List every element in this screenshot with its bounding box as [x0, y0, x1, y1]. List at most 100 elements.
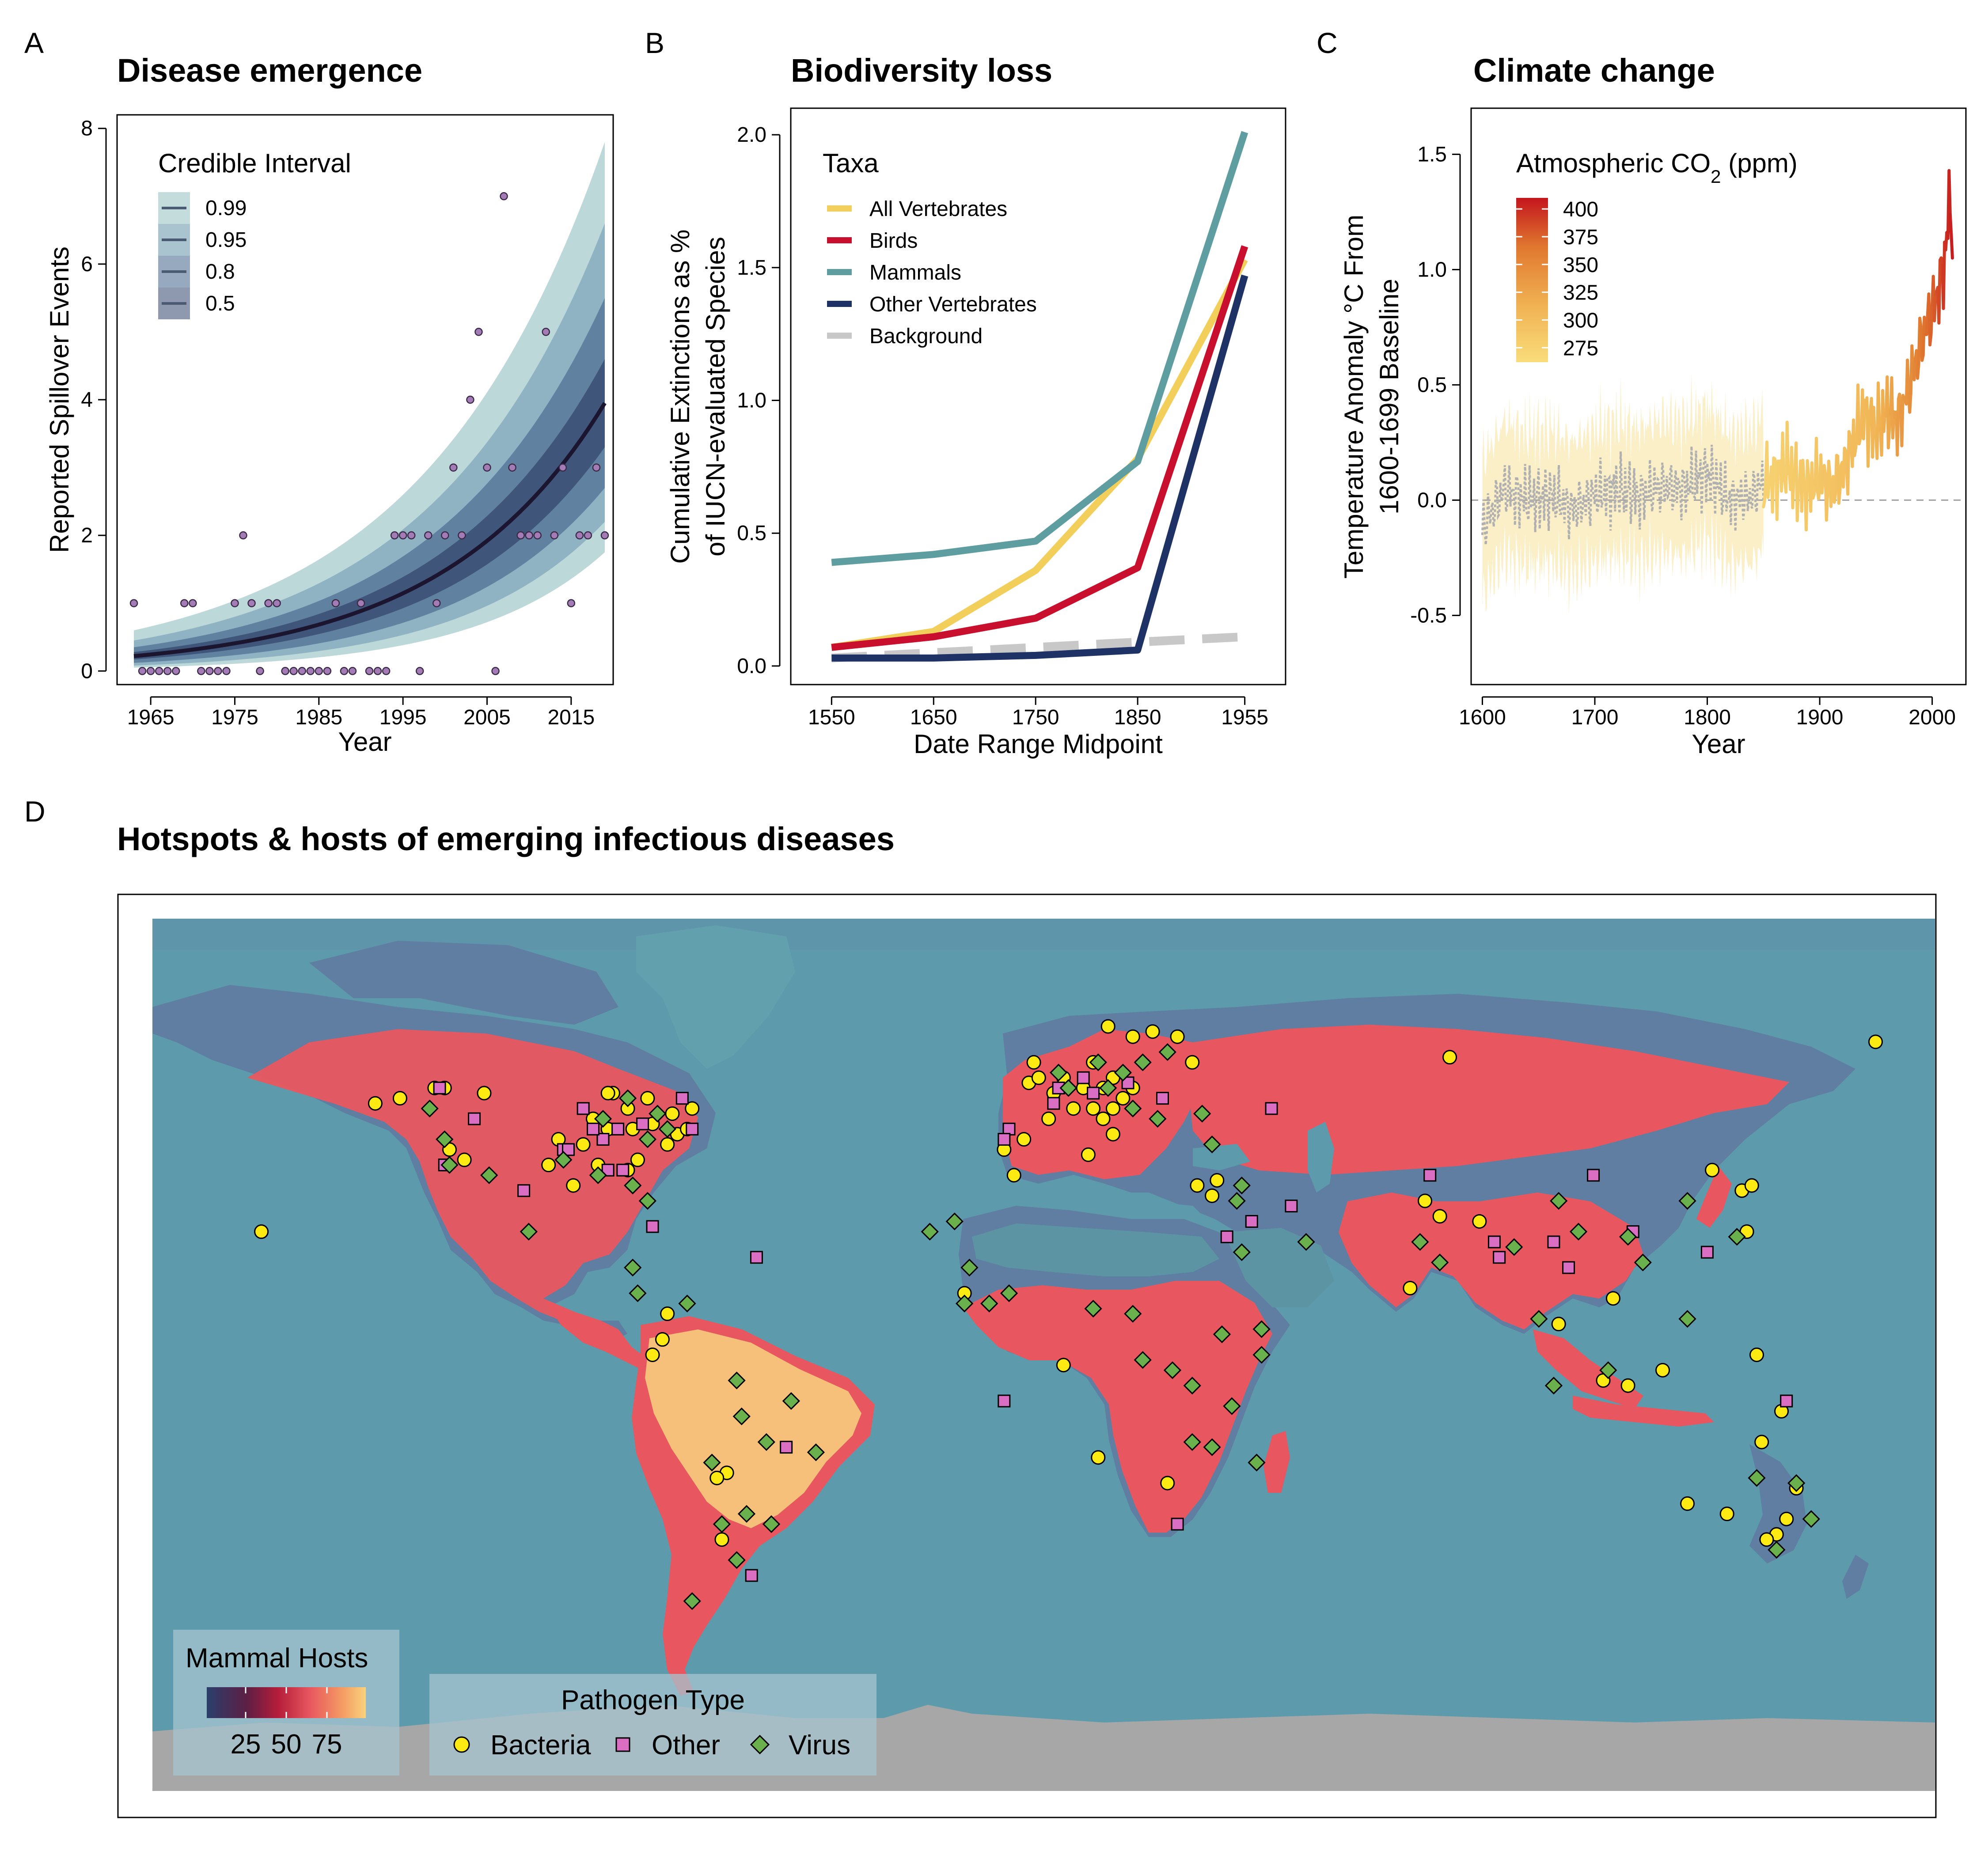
virus-point — [980, 1295, 998, 1313]
other-point — [1077, 1071, 1090, 1084]
spillover-point — [197, 667, 205, 675]
virus-point — [1223, 1397, 1241, 1415]
panel-c-title: Climate change — [1473, 52, 1715, 89]
bacteria-point — [685, 1101, 700, 1116]
virus-point — [1134, 1053, 1152, 1071]
virus-point — [737, 1505, 756, 1523]
instrumental-segment — [1872, 405, 1877, 439]
y-tick-label: 0.5 — [737, 522, 766, 545]
taxa-legend: Taxa All Vertebrates Birds Mammals Other Ver… — [823, 148, 1037, 348]
spillover-point — [273, 599, 281, 607]
virus-point — [1505, 1238, 1523, 1256]
legend-label: 0.99 — [205, 197, 247, 220]
spillover-point — [357, 599, 365, 607]
other-point — [596, 1133, 610, 1146]
virus-point — [713, 1515, 731, 1533]
mammal-hosts-legend: Mammal Hosts 25 50 75 — [173, 1630, 399, 1776]
spillover-point — [256, 667, 264, 675]
japan — [1696, 1166, 1732, 1228]
other-point — [577, 1102, 590, 1115]
panel-a-letter: A — [24, 26, 44, 59]
x-tick-label: 1995 — [379, 706, 427, 729]
bacteria-point — [1754, 1435, 1769, 1450]
spillover-point — [500, 192, 508, 201]
spillover-point — [340, 667, 349, 675]
virus-point — [624, 1258, 642, 1277]
x-tick-label: 1600 — [1459, 706, 1506, 729]
colorbar-label: 400 — [1563, 198, 1598, 221]
other-point — [1171, 1518, 1184, 1531]
median-trend-line — [133, 402, 607, 658]
other-point — [1047, 1097, 1060, 1110]
y-tick-label: -0.5 — [1410, 604, 1447, 627]
virus-point — [1163, 1361, 1182, 1379]
instrumental-segment — [1795, 485, 1800, 522]
virus-point — [683, 1592, 701, 1610]
other-point — [1423, 1169, 1437, 1182]
colorbar-label: 275 — [1563, 337, 1598, 360]
virus-point — [649, 1105, 667, 1123]
other-point — [780, 1441, 793, 1454]
madagascar — [1263, 1431, 1290, 1493]
bacteria-point — [1100, 1019, 1115, 1034]
instrumental-segment — [1928, 333, 1933, 347]
colorbar-label: 25 — [231, 1729, 261, 1760]
panel-a-frame — [116, 114, 614, 685]
other-point — [1562, 1261, 1575, 1274]
spillover-point — [584, 531, 592, 540]
y-tick-label: 0.0 — [1417, 488, 1447, 512]
bacteria-point — [1868, 1034, 1883, 1049]
x-tick-label: 1965 — [127, 706, 175, 729]
other-point — [1587, 1169, 1600, 1182]
bacteria-point — [1006, 1168, 1021, 1183]
spillover-point — [205, 667, 214, 675]
virus-point — [703, 1454, 721, 1472]
bacteria-point — [1096, 1111, 1111, 1126]
spillover-point — [575, 531, 584, 540]
instrumental-segment — [1933, 293, 1937, 322]
spillover-point — [382, 667, 391, 675]
bacteria-point — [1056, 1358, 1071, 1373]
other-point — [750, 1251, 763, 1264]
other-point — [745, 1569, 758, 1582]
spillover-point — [466, 395, 474, 404]
bacteria-point — [1115, 1091, 1131, 1106]
instrumental-segment — [1900, 394, 1905, 447]
instrumental-segment — [1925, 312, 1929, 336]
spillover-points — [129, 192, 609, 675]
virus-point — [921, 1223, 939, 1241]
spillover-point — [373, 667, 382, 675]
x-tick-label: 1900 — [1796, 706, 1844, 729]
other-point — [1245, 1215, 1258, 1228]
africa-hotspot — [963, 1281, 1272, 1533]
bacteria-point — [640, 1091, 655, 1106]
colorbar-label: 375 — [1563, 226, 1598, 249]
credible-band-0.8 — [134, 298, 605, 663]
bacteria-point — [1160, 1476, 1175, 1491]
virus-point — [638, 1192, 656, 1210]
virus-point — [757, 1433, 775, 1451]
legend-key-virus — [750, 1734, 770, 1755]
virus-point — [1193, 1105, 1211, 1123]
spillover-point — [289, 667, 298, 675]
panel-a-ylabel: Reported Spillover Events — [45, 246, 74, 553]
extinction-lines — [831, 131, 1248, 662]
bacteria-point — [660, 1137, 675, 1152]
virus-point — [440, 1156, 459, 1174]
virus-point — [1124, 1099, 1142, 1117]
colorbar-label: 350 — [1563, 254, 1598, 277]
spillover-point — [533, 531, 542, 540]
bacteria-point — [1205, 1188, 1220, 1203]
x-tick-label: 1650 — [910, 706, 957, 729]
bacteria-point — [1086, 1101, 1101, 1116]
virus-point — [618, 1089, 637, 1107]
bacteria-point — [600, 1086, 615, 1101]
legend-label: 0.95 — [205, 228, 247, 252]
panel-d-title: Hotspots & hosts of emerging infectious … — [117, 821, 895, 857]
spillover-point — [407, 531, 416, 540]
bacteria-point — [1759, 1532, 1774, 1547]
virus-point — [1124, 1305, 1142, 1323]
bacteria-point — [1655, 1363, 1670, 1378]
legend-label-other: Other — [652, 1730, 720, 1760]
virus-point — [1099, 1079, 1117, 1097]
